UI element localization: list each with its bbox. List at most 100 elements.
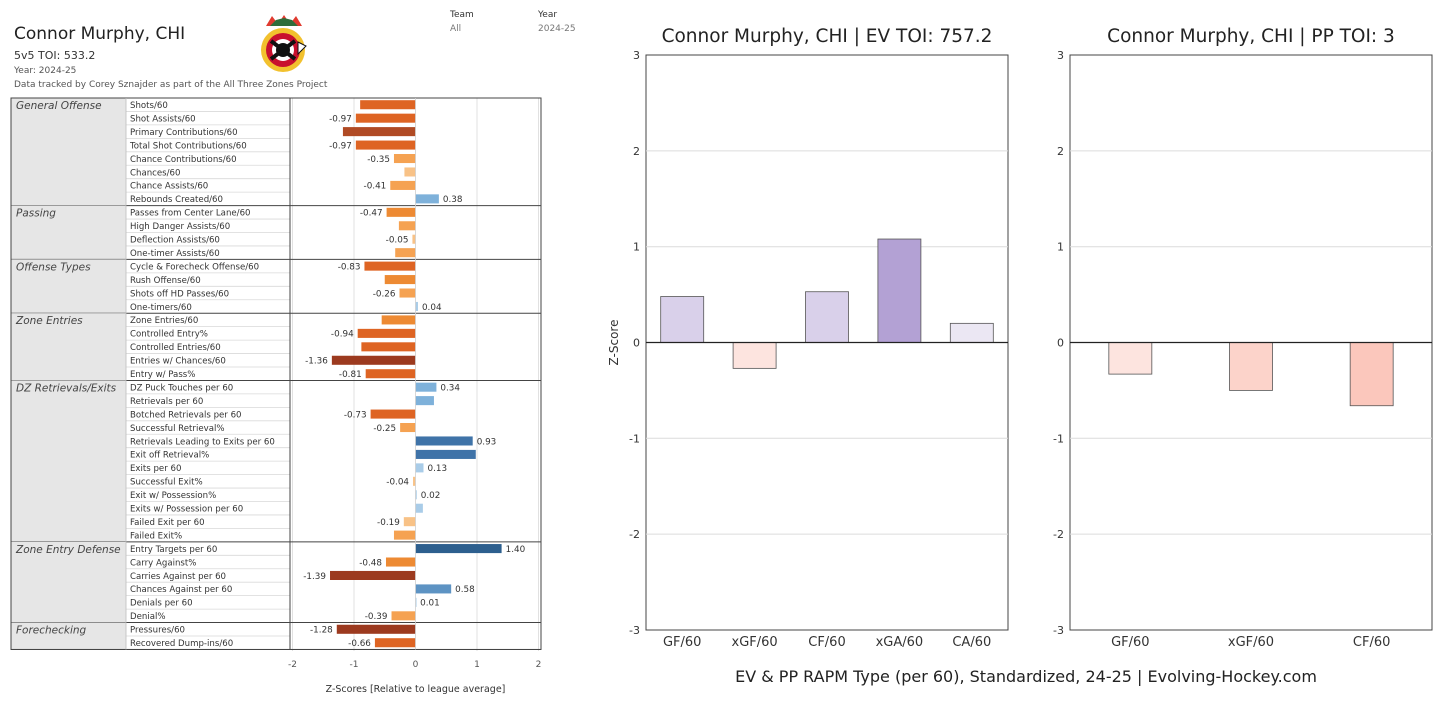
rapm-bar (1230, 343, 1273, 391)
z-bar (356, 141, 416, 150)
z-bar (343, 127, 416, 136)
rapm-bar (806, 292, 849, 343)
metric-label: Passes from Center Lane/60 (130, 209, 251, 219)
z-bar (416, 544, 502, 553)
metric-label: Chances/60 (130, 168, 180, 178)
metric-label: Entry w/ Pass% (130, 370, 195, 380)
z-bar (399, 221, 416, 230)
z-bar (332, 356, 416, 365)
z-bar (404, 167, 415, 176)
z-data-label: -0.73 (344, 410, 367, 420)
z-bar (337, 625, 416, 634)
metric-label: Successful Exit% (130, 478, 203, 488)
y-tick-label: -2 (1053, 528, 1064, 541)
z-bar (416, 584, 452, 593)
rapm-bar (661, 297, 704, 343)
z-bar (358, 329, 416, 338)
x-tick-label: GF/60 (1111, 635, 1149, 650)
chart-title: Connor Murphy, CHI | EV TOI: 757.2 (662, 26, 993, 47)
y-tick-label: -1 (629, 432, 640, 445)
metric-label: High Danger Assists/60 (130, 222, 230, 232)
z-data-label: -0.25 (373, 424, 396, 434)
x-tick-label: 1 (474, 660, 480, 670)
z-data-label: -0.66 (348, 639, 371, 649)
metric-label: Retrievals Leading to Exits per 60 (130, 437, 275, 447)
metric-label: One-timer Assists/60 (130, 249, 220, 259)
z-data-label: -0.41 (364, 182, 387, 192)
y-tick-label: 0 (1057, 337, 1064, 350)
y-tick-label: -3 (1053, 624, 1064, 637)
metric-label: Recovered Dump-ins/60 (130, 639, 233, 649)
z-data-label: -0.97 (329, 114, 352, 124)
metric-label: Pressures/60 (130, 626, 185, 636)
metric-label: Shots off HD Passes/60 (130, 289, 229, 299)
z-data-label: -0.97 (329, 141, 352, 151)
metric-label: Controlled Entry% (130, 330, 208, 340)
metric-label: Rush Offense/60 (130, 276, 201, 286)
group-label: Passing (16, 208, 56, 220)
footer-caption: EV & PP RAPM Type (per 60), Standardized… (735, 667, 1317, 686)
group-label: General Offense (16, 100, 102, 112)
metric-label: Botched Retrievals per 60 (130, 410, 242, 420)
z-bar (416, 463, 424, 472)
metric-label: Retrievals per 60 (130, 397, 203, 407)
y-tick-label: 3 (1057, 49, 1064, 62)
z-data-label: 0.02 (421, 491, 441, 501)
metric-label: One-timers/60 (130, 303, 192, 313)
y-tick-label: 0 (633, 337, 640, 350)
metric-label: Deflection Assists/60 (130, 236, 220, 246)
rapm-bar (950, 323, 993, 342)
z-data-label: -0.47 (360, 209, 383, 219)
z-bar (330, 571, 415, 580)
metric-label: Primary Contributions/60 (130, 128, 238, 138)
z-bar (361, 342, 415, 351)
z-bar (416, 194, 439, 203)
group-label: Zone Entry Defense (15, 544, 121, 556)
x-tick-label: CA/60 (952, 635, 991, 650)
z-data-label: 0.58 (455, 585, 475, 595)
z-data-label: 0.04 (422, 303, 442, 313)
chart-title: Connor Murphy, CHI | PP TOI: 3 (1107, 26, 1395, 47)
z-bar (394, 531, 416, 540)
y-tick-label: 2 (633, 145, 640, 158)
metric-label: Entry Targets per 60 (130, 545, 217, 555)
z-data-label: -0.83 (338, 262, 361, 272)
z-bar (360, 100, 415, 109)
z-bar (416, 396, 434, 405)
metric-label: Chance Assists/60 (130, 182, 208, 192)
z-data-label: -1.36 (305, 357, 328, 367)
z-data-label: -0.48 (359, 558, 382, 568)
z-bar (364, 262, 415, 271)
z-bar (382, 315, 416, 324)
x-tick-label: xGF/60 (732, 635, 778, 650)
metric-label: Successful Retrieval% (130, 424, 225, 434)
metric-label: Denial% (130, 612, 166, 622)
z-bar (387, 208, 416, 217)
group-header-cell (11, 380, 126, 541)
rapm-bar (1109, 343, 1152, 375)
z-bar (395, 248, 415, 257)
z-data-label: 0.13 (427, 464, 447, 474)
z-data-label: 0.38 (443, 195, 463, 205)
metric-label: Total Shot Contributions/60 (129, 141, 247, 151)
group-label: Forechecking (16, 625, 87, 637)
metric-label: Exit w/ Possession% (130, 491, 216, 501)
metric-label: Carries Against per 60 (130, 572, 226, 582)
z-bar (375, 638, 416, 647)
z-data-label: -0.04 (386, 478, 409, 488)
z-data-label: -1.28 (310, 626, 333, 636)
metric-label: Carry Against% (130, 558, 196, 568)
group-label: Offense Types (16, 261, 91, 273)
x-axis-title: Z-Scores [Relative to league average] (326, 684, 506, 695)
x-tick-label: xGA/60 (876, 635, 924, 650)
z-data-label: 0.34 (440, 383, 460, 393)
z-bar (404, 517, 416, 526)
y-tick-label: 1 (633, 241, 640, 254)
z-data-label: 1.40 (506, 545, 526, 555)
x-tick-label: 0 (413, 660, 419, 670)
metric-label: Controlled Entries/60 (130, 343, 221, 353)
y-tick-label: 2 (1057, 145, 1064, 158)
z-data-label: -0.19 (377, 518, 400, 528)
z-bar (371, 410, 416, 419)
